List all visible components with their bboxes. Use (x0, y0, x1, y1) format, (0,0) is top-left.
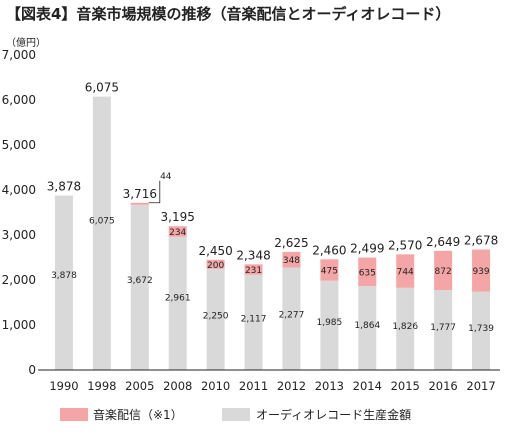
legend-label-digital: 音楽配信（※1） (93, 407, 183, 422)
y-tick-label: 1,000 (2, 318, 36, 332)
bar-physical (168, 236, 187, 370)
chart-title: 【図表4】音楽市場規模の推移（音楽配信とオーディオレコード） (6, 5, 450, 23)
legend: 音楽配信（※1） オーディオレコード生産金額 (60, 407, 411, 422)
bar-physical (92, 96, 111, 370)
x-tick-label: 2005 (125, 379, 154, 393)
x-tick-label: 2012 (277, 379, 306, 393)
data-label-physical: 2,277 (279, 311, 305, 321)
bar-physical (472, 291, 491, 370)
data-label-digital: 939 (472, 267, 489, 277)
data-label-physical: 2,250 (203, 311, 229, 321)
bar-digital (206, 259, 225, 269)
total-label: 3,195 (161, 210, 195, 224)
x-tick-label: 2017 (466, 379, 495, 393)
data-label-digital: 200 (207, 261, 224, 271)
bar-physical (206, 268, 225, 370)
x-tick-label: 1990 (49, 379, 78, 393)
legend-swatch-physical (222, 408, 250, 421)
bar-physical (54, 195, 73, 370)
bar-digital (396, 254, 415, 288)
x-axis-ticks: 1990 1998 2005 2008 2010 2011 2012 2013 2014 2015… (49, 379, 495, 393)
data-label-physical: 1,826 (392, 322, 418, 332)
data-label-digital: 231 (245, 266, 262, 276)
data-label-physical: 1,739 (468, 324, 494, 334)
y-tick-label: 7,000 (2, 48, 36, 62)
y-tick-label: 0 (28, 363, 36, 377)
y-tick-label: 4,000 (2, 183, 36, 197)
data-label-physical: 2,117 (241, 315, 267, 325)
x-tick-label: 2013 (315, 379, 344, 393)
bar-digital (282, 251, 301, 268)
data-label-physical: 6,075 (89, 217, 115, 227)
data-label-digital: 475 (321, 266, 338, 276)
bar-physical (282, 267, 301, 370)
total-label: 2,499 (350, 242, 384, 256)
total-label: 2,649 (426, 235, 460, 249)
x-tick-label: 2014 (353, 379, 382, 393)
bar-digital (358, 257, 377, 287)
x-tick-label: 2011 (239, 379, 268, 393)
bar-digital (168, 226, 187, 237)
x-tick-label: 1998 (87, 379, 116, 393)
y-axis-ticks: 0 1,000 2,000 3,000 4,000 5,000 6,000 7,000 (2, 48, 36, 377)
data-label-physical: 1,864 (354, 321, 380, 331)
total-label: 2,348 (236, 248, 270, 262)
y-axis-unit: （億円） (6, 36, 46, 49)
y-tick-label: 2,000 (2, 273, 36, 287)
data-label-digital: 744 (397, 268, 414, 278)
total-label: 3,878 (47, 179, 81, 193)
data-label-digital: 348 (283, 256, 300, 266)
bar-physical (358, 286, 377, 370)
bar-digital (320, 259, 339, 281)
bar-digital (472, 249, 491, 292)
legend-swatch-digital (60, 408, 88, 421)
bar-digital (130, 202, 149, 205)
y-tick-label: 5,000 (2, 138, 36, 152)
data-label-physical: 1,777 (430, 323, 456, 333)
x-tick-label: 2016 (428, 379, 457, 393)
bar-physical (396, 287, 415, 370)
total-label: 2,460 (312, 243, 346, 257)
data-label-physical: 2,961 (165, 294, 191, 304)
total-label: 6,075 (85, 81, 119, 95)
data-label-digital: 872 (435, 267, 452, 277)
data-label-physical: 3,672 (127, 276, 153, 286)
bar-physical (130, 204, 149, 370)
data-label-digital: 635 (359, 268, 376, 278)
bar-physical (434, 290, 453, 370)
total-label: 2,625 (274, 236, 308, 250)
data-label-physical: 3,878 (51, 271, 77, 281)
data-label-digital: 234 (169, 228, 186, 238)
total-label: 2,570 (388, 238, 422, 252)
data-label-leader (148, 180, 161, 204)
bars: 3,878 3,878 6,075 6,075 3,672 443,716 2,961 234… (47, 81, 498, 370)
x-tick-label: 2008 (163, 379, 192, 393)
bar-digital (244, 264, 263, 275)
x-tick-label: 2010 (201, 379, 230, 393)
y-tick-label: 3,000 (2, 228, 36, 242)
y-tick-label: 6,000 (2, 93, 36, 107)
data-label-physical: 1,985 (316, 318, 342, 328)
bar-physical (244, 274, 263, 370)
total-label: 3,716 (123, 187, 157, 201)
total-label: 2,678 (464, 233, 498, 247)
x-tick-label: 2015 (391, 379, 420, 393)
bar-physical (320, 280, 339, 370)
bar-digital (434, 250, 453, 291)
legend-label-physical: オーディオレコード生産金額 (256, 407, 411, 422)
data-label-digital: 44 (160, 172, 172, 182)
total-label: 2,450 (198, 244, 232, 258)
